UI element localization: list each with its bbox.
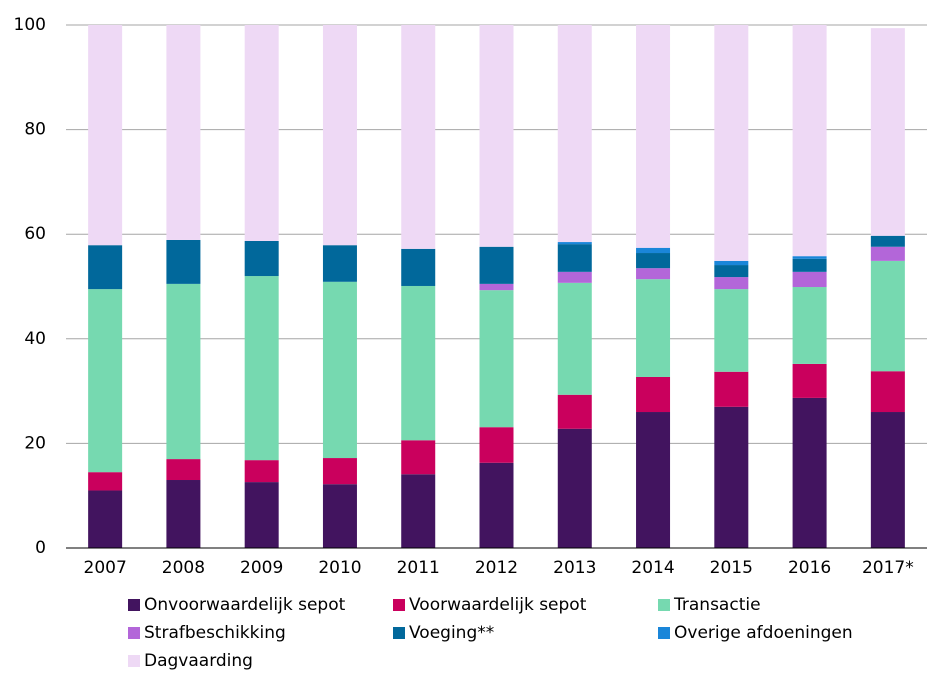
bar-segment xyxy=(714,25,749,261)
legend-swatch xyxy=(128,627,140,639)
bar-segment xyxy=(479,427,514,463)
y-tick-label: 60 xyxy=(24,224,46,244)
y-tick-label: 100 xyxy=(14,15,46,35)
bar-segment xyxy=(244,240,279,277)
bar-segment xyxy=(714,289,749,372)
bar-segment xyxy=(88,25,123,246)
bar-segment xyxy=(870,371,905,413)
bar-segment xyxy=(870,28,905,236)
x-tick-label: 2013 xyxy=(553,558,596,578)
bar-segment xyxy=(557,282,592,395)
bar-segment xyxy=(401,25,436,249)
legend-label: Onvoorwaardelijk sepot xyxy=(144,595,346,615)
legend-label: Overige afdoeningen xyxy=(674,623,853,643)
bar-segment xyxy=(166,25,201,240)
legend-swatch xyxy=(393,627,405,639)
bar-segment xyxy=(88,472,123,491)
bar-segment xyxy=(714,406,749,548)
bar-segment xyxy=(244,460,279,483)
legend-swatch xyxy=(658,627,670,639)
bar-segment xyxy=(322,458,357,485)
bar-segment xyxy=(88,289,123,473)
bar-segment xyxy=(792,363,827,398)
x-tick-label: 2009 xyxy=(240,558,283,578)
bar-segment xyxy=(714,265,749,278)
bar-segment xyxy=(792,271,827,288)
bar-segment xyxy=(244,276,279,461)
bar-segment xyxy=(557,428,592,548)
bar-segment xyxy=(322,484,357,548)
bar-segment xyxy=(870,246,905,261)
bar-segment xyxy=(870,412,905,548)
legend-label: Transactie xyxy=(673,595,761,615)
bar-segment xyxy=(636,253,671,269)
legend-label: Voorwaardelijk sepot xyxy=(409,595,587,615)
bar-segment xyxy=(870,260,905,372)
legend-swatch xyxy=(393,599,405,611)
bar-segment xyxy=(636,268,671,280)
x-tick-label: 2015 xyxy=(710,558,753,578)
bar-segment xyxy=(636,376,671,413)
bar-segment xyxy=(401,248,436,286)
legend-label: Strafbeschikking xyxy=(144,623,286,643)
bar-segment xyxy=(792,397,827,548)
bar-segment xyxy=(557,394,592,429)
x-tick-label: 2012 xyxy=(475,558,518,578)
y-tick-label: 20 xyxy=(24,433,46,453)
x-tick-label: 2016 xyxy=(788,558,831,578)
x-tick-label: 2014 xyxy=(631,558,674,578)
bar-segment xyxy=(792,258,827,272)
legend-label: Dagvaarding xyxy=(144,651,253,671)
y-tick-label: 80 xyxy=(24,120,46,140)
bar-segment xyxy=(714,371,749,407)
x-tick-label: 2011 xyxy=(397,558,440,578)
bar-segment xyxy=(714,260,749,266)
legend-swatch xyxy=(128,599,140,611)
bar-segment xyxy=(401,440,436,475)
bar-segment xyxy=(479,462,514,548)
y-tick-label: 40 xyxy=(24,329,46,349)
bar-segment xyxy=(322,25,357,246)
bar-segment xyxy=(88,245,123,290)
bar-segment xyxy=(557,271,592,283)
bar-segment xyxy=(479,283,514,291)
bar-segment xyxy=(870,235,905,247)
bar-segment xyxy=(166,239,201,284)
bar-segment xyxy=(322,281,357,459)
bar-segment xyxy=(401,474,436,548)
bar-segment xyxy=(166,283,201,460)
bar-segment xyxy=(88,490,123,548)
bar-segment xyxy=(636,279,671,377)
bar-segment xyxy=(792,287,827,364)
bar-segment xyxy=(636,412,671,548)
bar-segment xyxy=(244,25,279,241)
bar-segment xyxy=(792,256,827,259)
legend-label: Voeging** xyxy=(409,623,494,643)
bar-segment xyxy=(166,459,201,481)
legend-swatch xyxy=(128,655,140,667)
bar-segment xyxy=(479,290,514,428)
x-tick-label: 2008 xyxy=(162,558,205,578)
bar-segment xyxy=(636,25,671,248)
bar-segment xyxy=(479,246,514,284)
bar-segment xyxy=(244,482,279,548)
x-tick-label: 2007 xyxy=(84,558,127,578)
legend-swatch xyxy=(658,599,670,611)
bar-segment xyxy=(636,247,671,254)
bar-segment xyxy=(557,25,592,243)
bar-segment xyxy=(322,245,357,282)
bar-segment xyxy=(714,277,749,290)
y-tick-label: 0 xyxy=(35,538,46,558)
bar-segment xyxy=(557,244,592,272)
bar-segment xyxy=(401,285,436,441)
bar-segment xyxy=(557,242,592,245)
x-tick-label: 2017* xyxy=(862,558,914,578)
bar-segment xyxy=(479,25,514,247)
bar-segment xyxy=(792,25,827,257)
bar-segment xyxy=(166,480,201,548)
x-tick-label: 2010 xyxy=(318,558,361,578)
